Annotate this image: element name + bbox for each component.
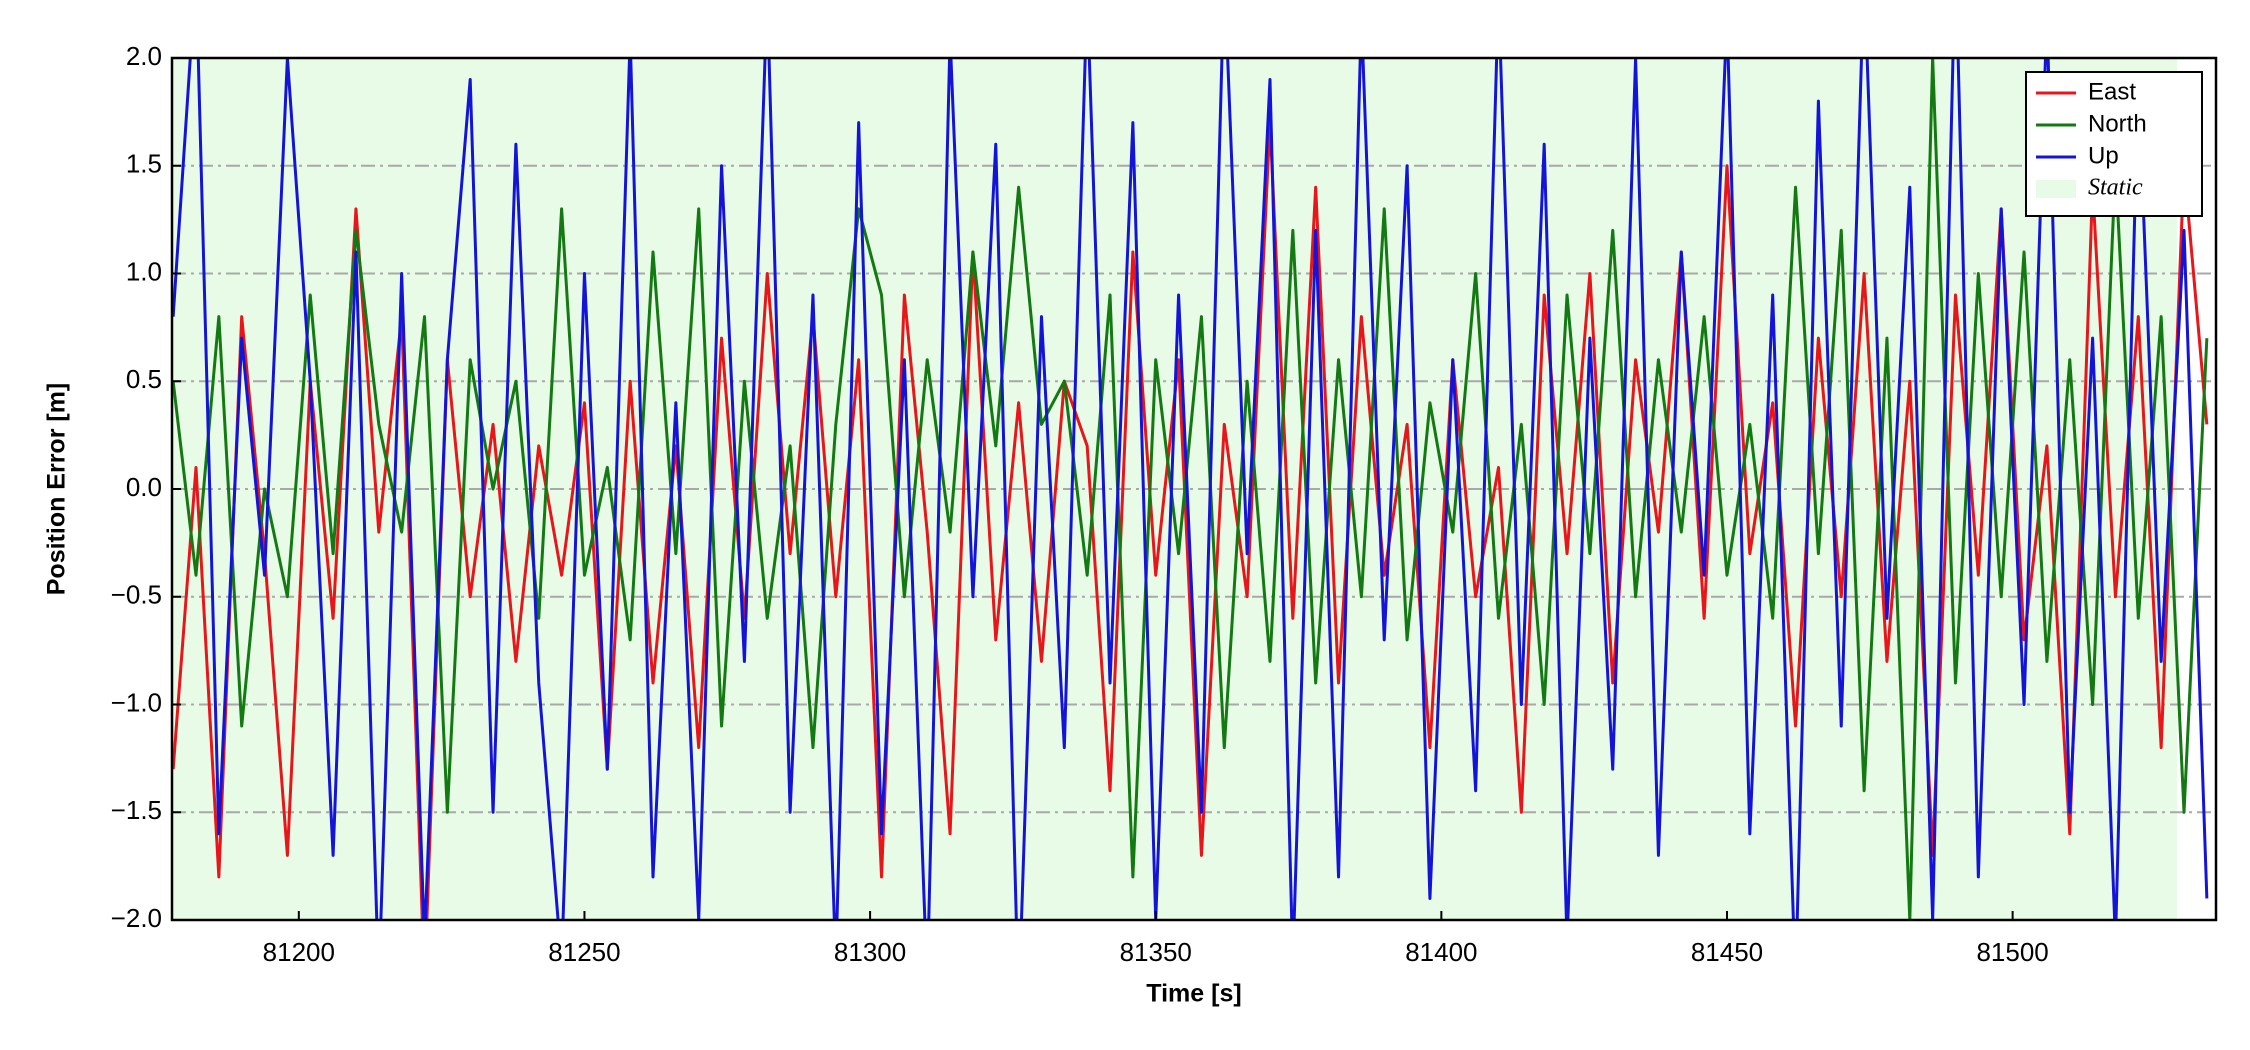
- x-tick-label: 81350: [1120, 937, 1192, 967]
- y-tick-label: −2.0: [111, 903, 162, 933]
- y-tick-label: 0.5: [126, 364, 162, 394]
- y-tick-label: 2.0: [126, 41, 162, 71]
- y-tick-label: 1.0: [126, 256, 162, 286]
- legend-label: East: [2088, 78, 2136, 105]
- y-tick-label: 1.5: [126, 149, 162, 179]
- y-tick-label: −0.5: [111, 580, 162, 610]
- series-line: [172, 58, 2209, 920]
- y-tick-label: −1.5: [111, 795, 162, 825]
- x-tick-label: 81200: [263, 937, 335, 967]
- legend-label: North: [2088, 110, 2147, 137]
- legend-label: Static: [2088, 175, 2143, 201]
- y-tick-label: −1.0: [111, 687, 162, 717]
- legend-label: Up: [2088, 142, 2119, 169]
- x-tick-label: 81400: [1405, 937, 1477, 967]
- x-tick-label: 81250: [548, 937, 620, 967]
- plot-frame: [170, 56, 2218, 922]
- x-axis-title: Time [s]: [1146, 980, 1241, 1008]
- y-tick-label: 0.0: [126, 472, 162, 502]
- x-tick-label: 81450: [1691, 937, 1763, 967]
- x-tick-label: 81300: [834, 937, 906, 967]
- legend-swatch: [2036, 180, 2076, 198]
- plot-area: [172, 58, 2216, 920]
- y-axis-title: Position Error [m]: [43, 383, 71, 596]
- x-tick-label: 81500: [1976, 937, 2048, 967]
- series-line: [172, 121, 2209, 920]
- series-line: [172, 58, 2209, 920]
